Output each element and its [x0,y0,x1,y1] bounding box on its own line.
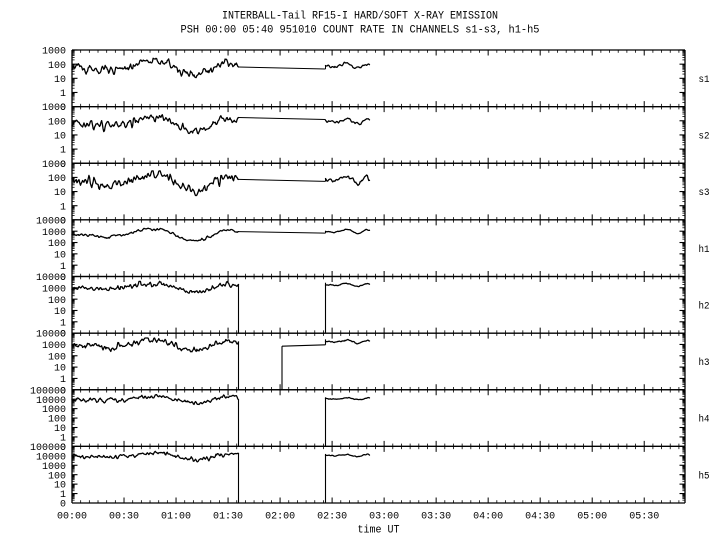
svg-text:10: 10 [54,75,66,86]
svg-text:100: 100 [48,117,66,128]
svg-text:100: 100 [48,352,66,363]
svg-text:1000: 1000 [42,160,66,171]
svg-text:s1: s1 [699,75,710,86]
svg-text:time UT: time UT [358,525,400,537]
svg-text:1: 1 [60,262,66,273]
svg-text:s2: s2 [699,132,710,143]
svg-text:01:30: 01:30 [213,512,243,523]
svg-text:1: 1 [60,146,66,157]
svg-text:04:00: 04:00 [473,512,503,523]
svg-text:10: 10 [54,250,66,261]
svg-text:00:30: 00:30 [109,512,139,523]
svg-text:1000: 1000 [42,103,66,114]
svg-text:03:00: 03:00 [369,512,399,523]
svg-text:h5: h5 [699,470,710,482]
svg-text:01:00: 01:00 [161,512,191,523]
svg-text:04:30: 04:30 [525,512,555,523]
svg-text:05:00: 05:00 [577,512,607,523]
svg-text:02:30: 02:30 [317,512,347,523]
svg-text:0: 0 [60,500,66,511]
svg-text:1: 1 [60,202,66,213]
svg-text:s3: s3 [699,188,710,199]
svg-text:1: 1 [60,89,66,100]
svg-text:1000: 1000 [42,47,66,58]
svg-text:05:30: 05:30 [629,512,659,523]
svg-text:10: 10 [54,307,66,318]
svg-text:h2: h2 [699,300,710,312]
svg-text:1000: 1000 [42,284,66,295]
svg-text:10: 10 [54,132,66,143]
svg-text:00:00: 00:00 [57,512,87,523]
svg-text:10000: 10000 [36,330,66,341]
svg-text:INTERBALL-Tail RF15-I HARD/SOF: INTERBALL-Tail RF15-I HARD/SOFT X-RAY EM… [222,11,498,23]
svg-text:100: 100 [48,174,66,185]
svg-text:03:30: 03:30 [421,512,451,523]
svg-text:1000: 1000 [42,228,66,239]
svg-text:h3: h3 [699,357,710,369]
svg-text:10: 10 [54,364,66,375]
svg-text:1: 1 [60,318,66,329]
svg-text:100: 100 [48,61,66,72]
svg-text:10000: 10000 [36,216,66,227]
svg-text:PSH 00:00 05:40 951010 COUNT: PSH 00:00 05:40 951010 COUNT RATE IN CHA… [181,25,540,37]
svg-text:10000: 10000 [36,273,66,284]
svg-text:h1: h1 [699,244,710,256]
svg-text:1: 1 [60,375,66,386]
svg-text:100: 100 [48,296,66,307]
svg-text:02:00: 02:00 [265,512,295,523]
svg-text:10: 10 [54,188,66,199]
svg-text:h4: h4 [699,414,710,426]
svg-text:100: 100 [48,239,66,250]
svg-text:1000: 1000 [42,341,66,352]
